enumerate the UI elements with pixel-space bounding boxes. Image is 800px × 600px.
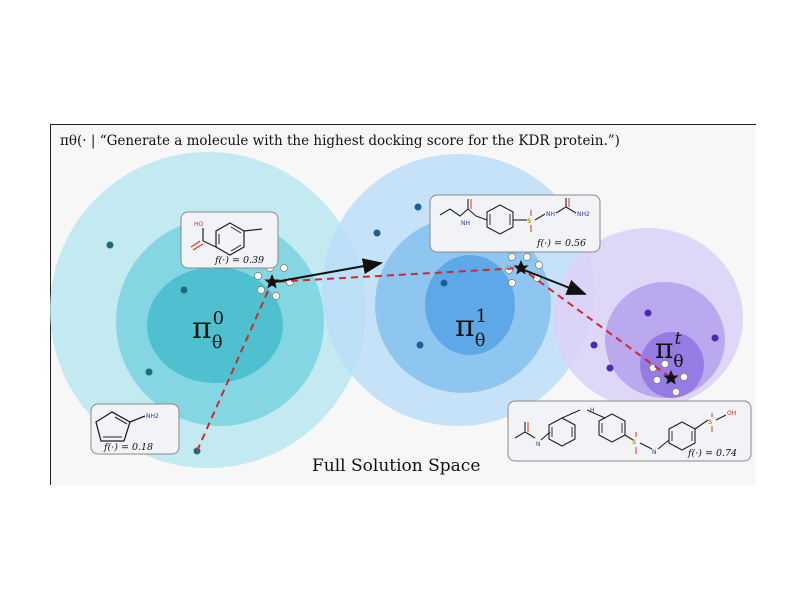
molecule-3-score: f(·) = 0.56 xyxy=(536,238,586,249)
molecule-1-score: f(·) = 0.18 xyxy=(103,442,153,453)
molecule-4-n-label-2: N xyxy=(652,449,657,456)
molecule-card-4: N H S N S OH f(·) = 0.74 xyxy=(507,400,752,462)
molecule-4-n-label-1: N xyxy=(536,441,541,448)
policy-t-label: πθt xyxy=(655,329,684,372)
molecule-card-2: HO f(·) = 0.39 xyxy=(180,211,279,269)
molecule-3-nh-label-2: NH xyxy=(546,211,555,218)
molecule-3-nh2-label: NH2 xyxy=(577,211,590,218)
molecule-3-s-label: S xyxy=(527,218,531,225)
molecule-1-nh2-label: NH2 xyxy=(146,413,159,420)
policy-1-label: πθ1 xyxy=(455,306,487,351)
molecule-4-s-label-1: S xyxy=(632,439,636,446)
molecule-card-1: NH2 f(·) = 0.18 xyxy=(90,403,180,455)
policy-0-label: πθ0 xyxy=(192,308,224,353)
molecule-4-oh-label: OH xyxy=(727,410,736,417)
molecule-3-nh-label: NH xyxy=(461,220,470,227)
molecule-4-score: f(·) = 0.74 xyxy=(687,448,737,459)
solution-space-caption: Full Solution Space xyxy=(312,456,481,476)
arrow-0-to-1 xyxy=(274,258,383,283)
best-sample-stars xyxy=(264,260,679,385)
molecule-2-score: f(·) = 0.39 xyxy=(214,255,264,266)
molecule-card-3: NH S NH NH2 f(·) = 0.56 xyxy=(429,194,601,253)
molecule-4-h-label: H xyxy=(590,407,595,414)
arrow-1-to-t xyxy=(523,269,587,295)
policy-t-region xyxy=(553,228,743,408)
molecule-2-ho-label: HO xyxy=(194,221,204,228)
molecule-4-s-label-2: S xyxy=(708,419,712,426)
prompt-text: πθ(· | “Generate a molecule with the hig… xyxy=(60,133,620,149)
